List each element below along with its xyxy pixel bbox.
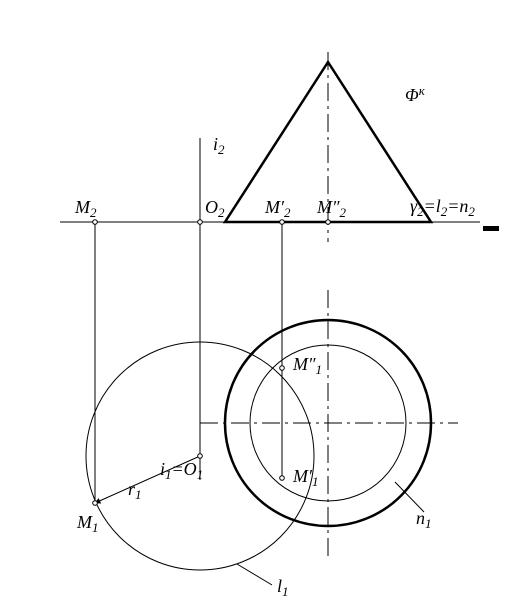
label-M1: M1 (76, 512, 99, 535)
label-O2: O2 (205, 197, 225, 220)
point-M1 (93, 501, 98, 506)
label-i2: i2 (213, 134, 225, 157)
label-M2: M2 (74, 197, 97, 220)
label-Phi: Φк (405, 83, 426, 105)
label-Mp1: M′1 (292, 466, 318, 489)
label-gamma: γ2=l2=n2 (410, 196, 475, 219)
label-l1: l1 (277, 576, 289, 599)
label-n1: n1 (416, 508, 432, 531)
label-i1O1: i1=O1 (160, 459, 203, 482)
label-Mpp2: M″2 (316, 197, 347, 220)
leader-l1 (237, 564, 272, 585)
label-Mp2: M′2 (264, 197, 291, 220)
point-M2 (93, 220, 98, 225)
point-Mpp1 (280, 366, 285, 371)
point-Mp1 (280, 476, 285, 481)
point-O1 (198, 454, 203, 459)
point-Mp2 (280, 220, 285, 225)
gamma-tick (483, 226, 499, 231)
point-Mpp2 (326, 220, 331, 225)
point-O2 (198, 220, 203, 225)
label-r1: r1 (128, 479, 142, 502)
label-Mpp1: M″1 (292, 354, 322, 377)
